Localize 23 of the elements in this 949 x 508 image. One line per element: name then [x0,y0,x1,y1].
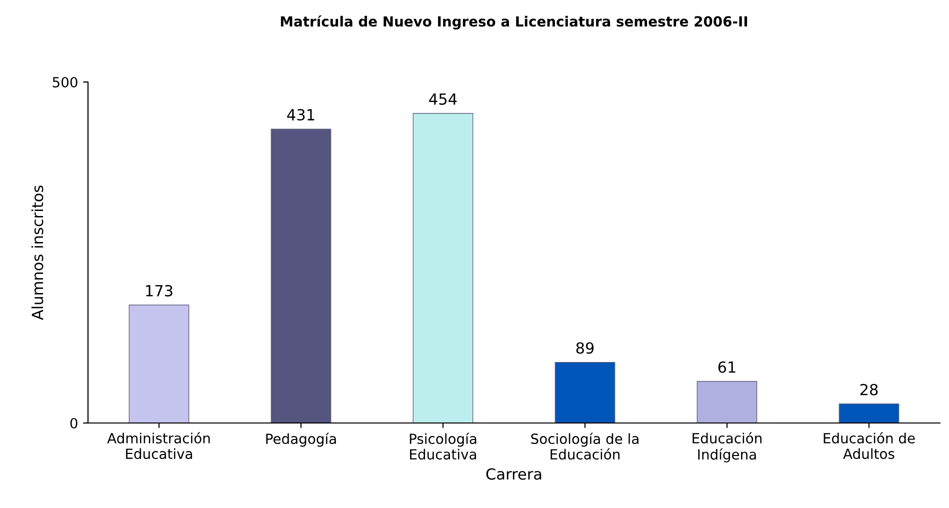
data-label: 89 [576,342,594,354]
y-tick-label: 0 [70,418,78,428]
x-tick-label: Sociología de la Educación [531,432,638,460]
data-label: 61 [718,361,736,373]
data-label: 173 [146,284,172,296]
x-tick-label: Administración Educativa [107,432,210,460]
bar [554,362,616,423]
bar [696,381,758,423]
x-tick-label: Educación Indígena [692,432,762,462]
bar [270,128,332,423]
chart-title: Matrícula de Nuevo Ingreso a Licenciatura semestre 2006-II [280,15,748,30]
y-axis-title: Alumnos inscritos [31,186,44,320]
x-tick-label: Pedagogía [266,432,336,447]
data-label: 28 [860,384,878,396]
data-label: 454 [429,94,457,105]
bar [412,113,474,423]
y-tick-label: 500 [52,76,78,88]
data-label: 431 [287,108,314,121]
bar [838,404,900,423]
x-tick-label: Educación de Adultos [824,432,915,460]
x-tick-label: Psicología Educativa [410,432,476,460]
bar [128,304,190,423]
x-axis-title: Carrera [486,468,542,480]
